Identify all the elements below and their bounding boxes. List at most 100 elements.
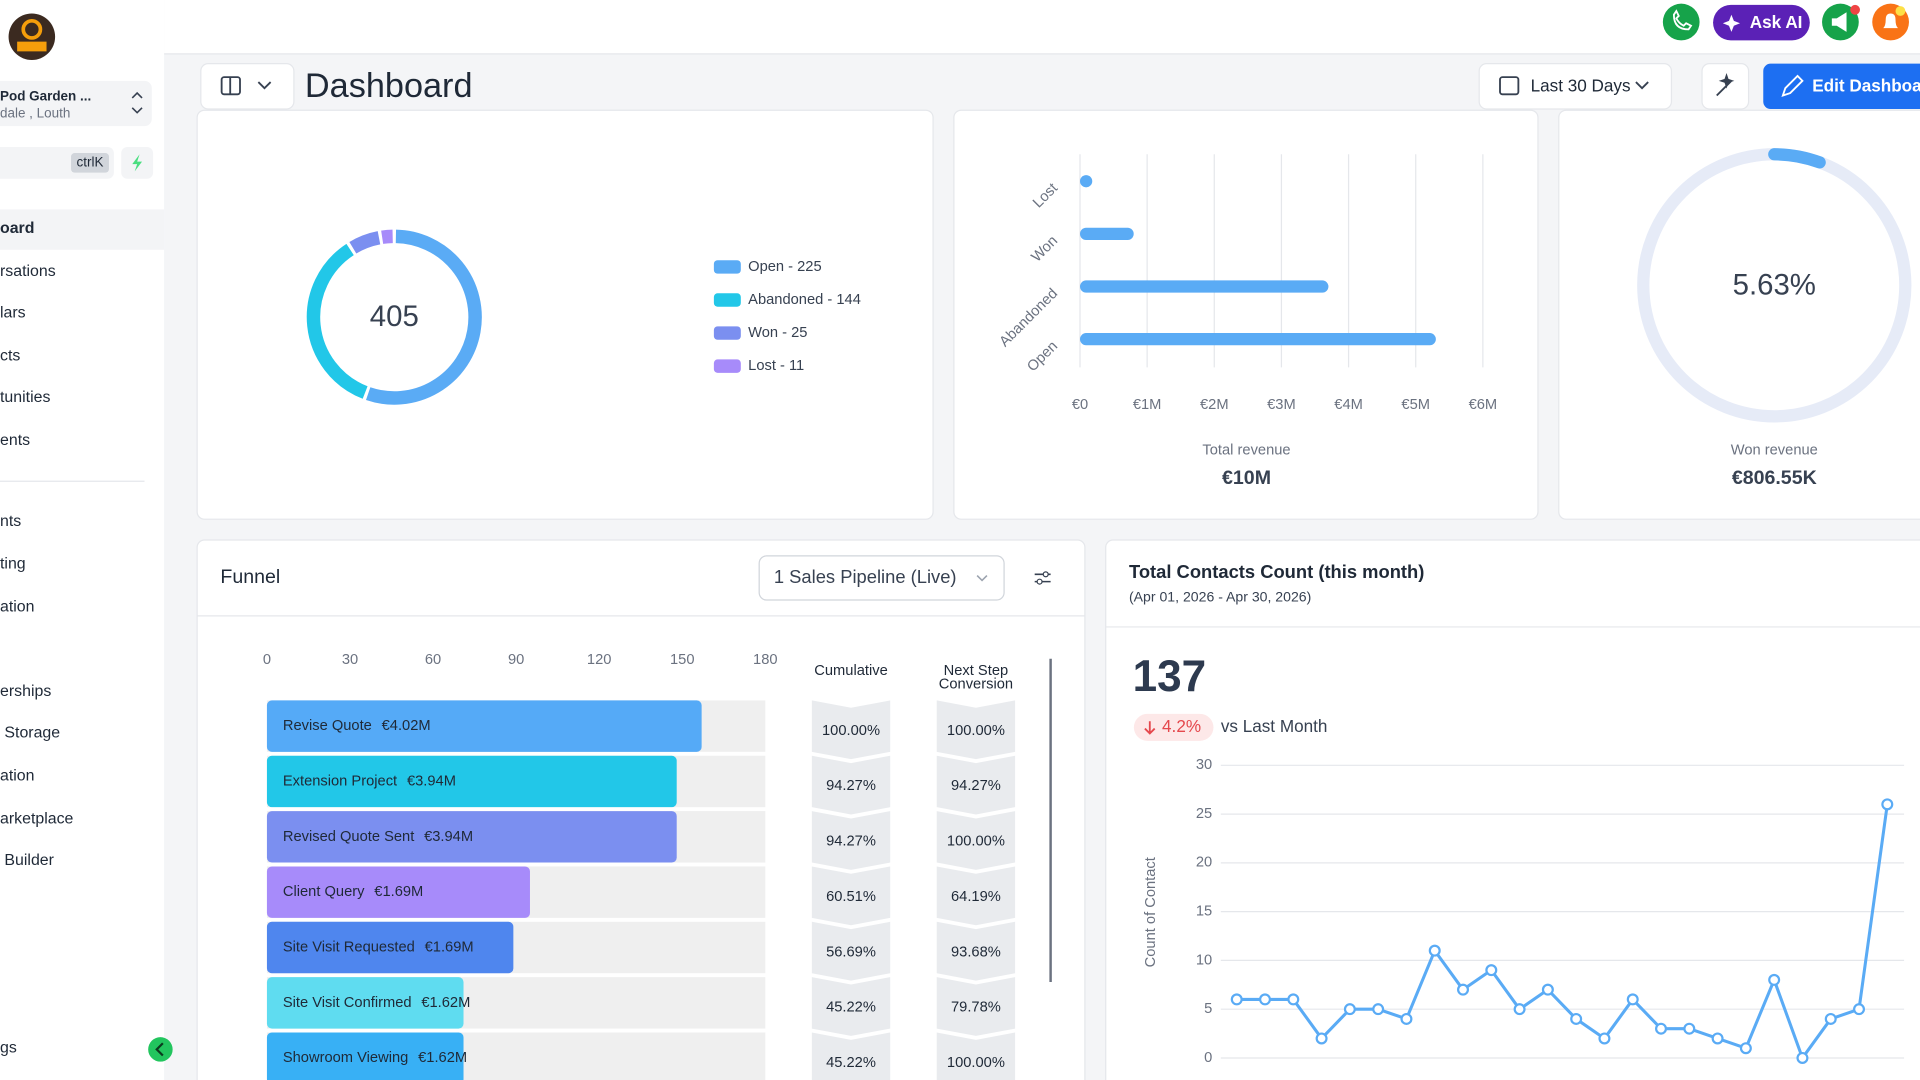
x-tick-label: 60 [425,652,441,668]
point [1881,798,1894,811]
bar [266,866,530,918]
bar-label: Site Visit Confirmed €1.62M [283,995,470,1011]
bar-label-part: €1.69M [425,939,474,955]
step-cell [811,811,891,870]
nav-item: oard [0,220,34,237]
collapse-button[interactable] [148,1037,173,1062]
step-cell [811,755,891,815]
card-footer-value: €10M [1222,467,1271,489]
point [1259,993,1272,1006]
step-cell [811,977,891,1036]
step-value: 56.69% [826,944,876,960]
nav-item: tunities [0,389,50,406]
bar-label: Client Query €1.69M [283,884,423,900]
step-value: 60.51% [826,889,876,905]
y-tick-label: 15 [1196,904,1212,920]
x-tick-label: €1M [1133,397,1162,413]
y-axis-label: Count of Contact [1143,857,1159,967]
logo [21,18,43,40]
x-tick-label: 150 [670,652,695,668]
step-cell [936,700,1016,760]
nav-item: rsations [0,263,56,280]
bar-label: Showroom Viewing €1.62M [283,1050,467,1066]
bar-label-part: €1.69M [374,884,423,900]
x-tick-label: €6M [1469,397,1498,413]
y-tick-label: 30 [1196,757,1212,773]
change-text: vs Last Month [1221,716,1328,736]
location-switcher[interactable] [0,80,152,127]
filter-icon [1036,578,1043,585]
phone-button[interactable] [1662,3,1700,41]
switch-icon [131,91,143,114]
nav-item: Builder [0,852,55,869]
megaphone-icon [1831,12,1847,32]
pipeline-select[interactable] [758,555,1005,601]
page-title: Dashboard [305,67,473,105]
bar-label: Revised Quote Sent €3.94M [283,829,473,845]
bar-label-part: €1.62M [418,1050,467,1066]
step-cell [936,1032,1016,1080]
step-value: 79.78% [951,1000,1001,1016]
nav-item: gs [0,1039,17,1056]
layout-button[interactable] [200,63,295,110]
donut-segment [366,229,482,405]
change-label: 4.2% [1162,716,1201,736]
edit-button[interactable] [1763,63,1920,109]
nav-item: nts [0,513,21,530]
card-subtitle: (Apr 01, 2026 - Apr 30, 2026) [1129,588,1311,604]
point [1626,993,1639,1006]
gauge-value: 5.63% [1733,268,1816,301]
date-range-label: Last 30 Days [1531,75,1631,95]
point [1428,944,1441,957]
step-value: 93.68% [951,944,1001,960]
magic-icon [1716,73,1735,97]
point [1287,993,1300,1006]
down-arrow [1144,721,1156,735]
ask-ai-button[interactable] [1713,4,1810,41]
bar-label-part: €1.62M [421,995,470,1011]
step-value: 94.27% [826,778,876,794]
y-tick-label: 20 [1196,855,1212,871]
x-tick-label: €4M [1334,397,1363,413]
bolt-icon [132,154,143,172]
line [1236,804,1889,1060]
change-badge [1133,713,1214,741]
card [1558,109,1920,520]
step-value: 100.00% [947,834,1005,850]
bar-label-part: €3.94M [407,773,456,789]
location-name: Pod Garden ... [0,88,91,103]
legend-swatch [713,326,741,340]
point [1457,983,1470,996]
point [1655,1022,1668,1035]
step-cell [936,811,1016,870]
date-range-button[interactable] [1478,63,1673,110]
pipeline-label: 1 Sales Pipeline (Live) [774,566,957,587]
step-cell [936,755,1016,815]
step-cell [811,700,891,760]
point [1824,1012,1837,1025]
nav-item: ation [0,599,35,616]
x-tick-label: 90 [508,652,524,668]
point [1853,1003,1866,1016]
card [1105,539,1920,1080]
legend-label: Open - 225 [748,259,822,275]
phone-icon [1672,9,1693,31]
point [1683,1022,1696,1035]
nav-item: ents [0,432,30,449]
bar-label-part: Revised Quote Sent [283,829,414,845]
y-tick-label: 10 [1196,952,1212,968]
card-footer-value: €806.55K [1732,467,1817,489]
nav-item: cts [0,348,20,365]
step-value: 100.00% [947,1055,1005,1071]
calendar-icon [1499,76,1520,96]
x-tick-label: 180 [753,652,778,668]
nav-selected [0,209,165,250]
card-footer-label: Won revenue [1731,442,1818,458]
column-header: Next Step Conversion [939,663,1013,692]
legend-swatch [713,260,741,274]
bar-label: Revise Quote €4.02M [283,718,431,734]
bar [266,811,677,863]
nav-item: ation [0,768,35,785]
point [1513,1003,1526,1016]
legend-label: Abandoned - 144 [748,292,861,308]
